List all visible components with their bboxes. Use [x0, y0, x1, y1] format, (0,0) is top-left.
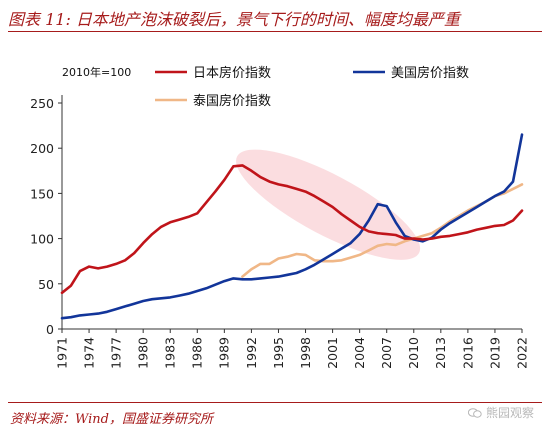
base-year-note: 2010年=100	[62, 65, 131, 79]
x-tick-label: 1980	[136, 337, 151, 369]
y-tick-label: 100	[30, 232, 54, 247]
x-tick-label: 1986	[190, 337, 205, 369]
source-note: 资料来源：Wind，国盛证券研究所	[10, 412, 213, 427]
series-line-1	[60, 133, 524, 320]
y-tick-label: 150	[30, 186, 54, 201]
x-tick-label: 1998	[298, 337, 313, 369]
legend-label-0: 日本房价指数	[193, 65, 271, 81]
x-tick-label: 2004	[352, 337, 367, 369]
title-divider	[8, 31, 542, 32]
watermark: 熊园观察	[467, 404, 534, 421]
x-tick-label: 1992	[244, 337, 259, 369]
axes-layer: 0 50 100 150 200 250 1971 1974 1977 1980 1983 1986 1…	[30, 95, 529, 369]
y-tick-label: 200	[30, 141, 54, 156]
legend-label-2: 泰国房价指数	[193, 93, 271, 109]
wechat-icon	[467, 407, 482, 418]
source-divider	[8, 402, 542, 403]
x-tick-label: 2013	[433, 337, 448, 369]
x-tick-label: 1995	[271, 337, 286, 369]
x-tick-label: 2007	[379, 337, 394, 369]
x-tick-label: 1977	[108, 337, 123, 369]
x-tick-label: 1974	[81, 337, 96, 369]
x-tick-label: 1983	[163, 337, 178, 369]
y-tick-label: 250	[30, 96, 54, 111]
x-tick-label: 1971	[54, 337, 69, 369]
x-tick-label: 2016	[460, 337, 475, 369]
x-tick-label: 2010	[406, 337, 421, 369]
figure-title: 图表 11: 日本地产泡沫破裂后，景气下行的时间、幅度均最严重	[8, 10, 460, 29]
watermark-text: 熊园观察	[485, 406, 534, 420]
series-line-0	[60, 164, 524, 295]
y-tick-label: 0	[46, 322, 54, 337]
x-tick-label: 2001	[325, 337, 340, 369]
y-tick-label: 50	[38, 277, 54, 292]
x-tick-label: 2019	[487, 337, 502, 369]
x-tick-label: 1989	[217, 337, 232, 369]
legend-label-1: 美国房价指数	[391, 65, 469, 81]
line-chart: 0 50 100 150 200 250 1971 1974 1977 1980 1983 1986 1…	[30, 65, 529, 369]
x-tick-label: 2022	[514, 337, 529, 369]
series-layer	[60, 133, 524, 320]
